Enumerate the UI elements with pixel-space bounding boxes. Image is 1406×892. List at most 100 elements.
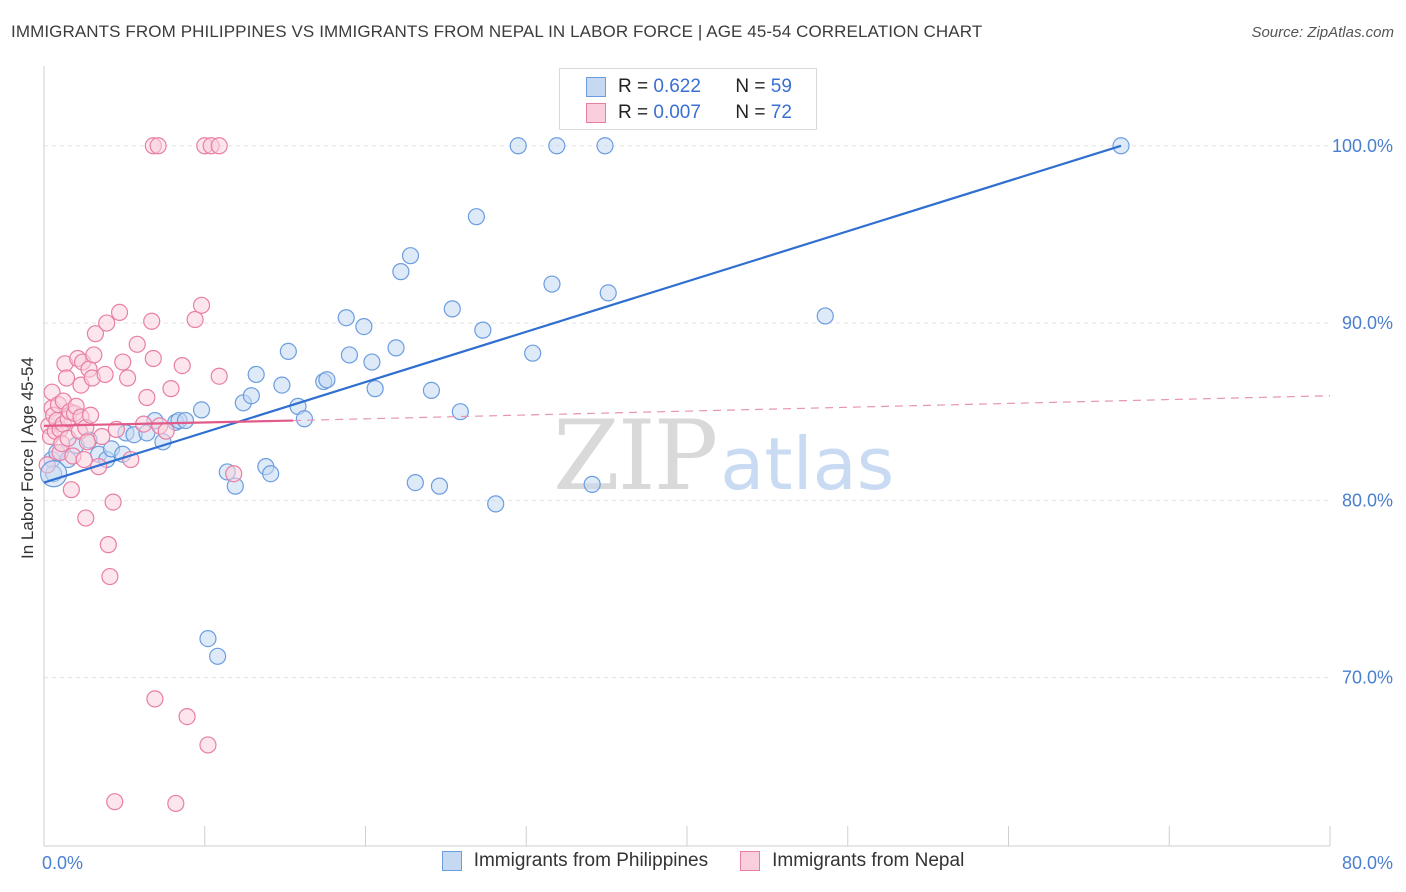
y-tick-label: 90.0% — [1342, 313, 1393, 333]
data-point-philippines — [430, 477, 449, 495]
data-point-philippines — [816, 307, 834, 325]
data-point-philippines — [279, 342, 297, 361]
data-point-nepal — [173, 356, 191, 375]
y-tick-label: 80.0% — [1342, 490, 1393, 510]
data-point-philippines — [387, 339, 405, 357]
data-point-philippines — [451, 403, 469, 421]
watermark: ZIPatlas — [553, 400, 894, 512]
data-point-nepal — [210, 137, 228, 155]
data-point-philippines — [596, 137, 614, 155]
legend-row-philippines: R = 0.622 N = 59 — [560, 73, 792, 101]
x-tick-label: 80.0% — [1342, 853, 1393, 873]
data-point-philippines — [422, 381, 441, 400]
y-tick-label: 70.0% — [1342, 668, 1393, 688]
data-point-nepal — [93, 427, 111, 446]
data-point-nepal — [62, 481, 80, 499]
legend-swatch-nepal — [586, 103, 606, 123]
data-point-philippines — [401, 247, 420, 265]
legend-n-label: N = — [735, 102, 766, 123]
data-point-philippines — [192, 401, 211, 419]
data-point-philippines — [318, 371, 336, 389]
x-tick-label: 0.0% — [42, 853, 83, 873]
trend-line-philippines — [43, 144, 1122, 484]
data-point-nepal — [146, 690, 164, 708]
data-point-philippines — [176, 411, 195, 430]
data-point-nepal — [75, 450, 93, 469]
data-point-philippines — [247, 365, 265, 384]
data-point-philippines — [474, 321, 492, 339]
data-point-philippines — [524, 344, 542, 362]
data-point-nepal — [149, 137, 167, 155]
data-point-philippines — [467, 208, 486, 226]
data-point-philippines — [363, 353, 381, 371]
data-point-philippines — [242, 387, 260, 405]
grid-layer — [44, 145, 1330, 679]
data-point-nepal — [85, 346, 103, 364]
data-point-nepal — [186, 310, 204, 329]
data-point-nepal — [162, 380, 180, 398]
data-point-philippines — [355, 317, 373, 336]
data-point-nepal — [192, 296, 211, 314]
data-point-philippines — [199, 629, 217, 648]
data-point-philippines — [583, 475, 601, 493]
bottom-legend-nepal: Immigrants from Nepal — [740, 850, 964, 872]
chart-source: Source: ZipAtlas.com — [1251, 24, 1394, 41]
data-point-nepal — [225, 465, 243, 483]
data-point-nepal — [157, 422, 175, 440]
watermark-atlas: atlas — [720, 422, 895, 506]
data-point-nepal — [167, 794, 185, 813]
data-point-nepal — [82, 406, 100, 424]
data-point-philippines — [273, 376, 291, 394]
data-point-nepal — [98, 314, 116, 332]
bottom-legend: Immigrants from Philippines Immigrants f… — [0, 850, 1406, 872]
watermark-zip: ZIP — [553, 400, 718, 512]
data-point-nepal — [210, 367, 228, 385]
points-layer — [38, 137, 1130, 813]
data-point-nepal — [101, 567, 119, 586]
bottom-legend-swatch-nepal — [740, 851, 761, 871]
legend-row-nepal: R = 0.007 N = 72 — [560, 99, 792, 127]
data-point-philippines — [443, 300, 461, 318]
bottom-legend-label: Immigrants from Nepal — [772, 850, 965, 871]
bottom-legend-label: Immigrants from Philippines — [473, 850, 709, 871]
trend-layer — [43, 144, 1331, 484]
data-point-nepal — [178, 707, 196, 726]
data-point-nepal — [96, 365, 114, 384]
data-point-nepal — [114, 353, 132, 371]
data-point-philippines — [295, 410, 314, 428]
legend-swatch-philippines — [586, 77, 606, 97]
legend-n-value: 72 — [770, 102, 792, 123]
tick-label-layer: 70.0% 80.0% 90.0% 100.0% 0.0% 80.0% — [42, 136, 1393, 873]
legend: R = 0.622 N = 59 R = 0.007 N = 72 — [559, 68, 817, 130]
legend-r-value: 0.622 — [653, 76, 701, 97]
bottom-legend-philippines: Immigrants from Philippines — [441, 850, 709, 872]
legend-r-label: R = — [618, 102, 649, 123]
data-point-nepal — [78, 433, 97, 451]
data-point-nepal — [143, 312, 161, 330]
axis-layer — [43, 66, 1331, 847]
data-point-philippines — [487, 495, 505, 513]
data-point-nepal — [57, 369, 76, 387]
data-point-nepal — [118, 369, 137, 387]
legend-r-label: R = — [618, 76, 649, 97]
data-point-nepal — [77, 509, 95, 527]
trend-line-nepal — [43, 419, 294, 427]
data-point-nepal — [104, 493, 122, 511]
data-point-philippines — [262, 465, 280, 483]
data-point-nepal — [144, 349, 162, 368]
legend-r-value: 0.007 — [653, 102, 701, 123]
data-point-nepal — [86, 325, 105, 343]
data-point-philippines — [209, 647, 227, 665]
data-point-philippines — [40, 460, 68, 488]
data-point-philippines — [599, 284, 617, 302]
legend-n-value: 59 — [770, 76, 792, 97]
trend-line-nepal-extension — [293, 395, 1331, 422]
data-point-philippines — [543, 275, 561, 293]
data-point-philippines — [406, 473, 424, 492]
data-point-philippines — [340, 346, 359, 364]
y-tick-label: 100.0% — [1332, 136, 1393, 156]
data-point-nepal — [106, 793, 124, 811]
data-point-philippines — [392, 263, 410, 281]
chart-title: IMMIGRANTS FROM PHILIPPINES VS IMMIGRANT… — [11, 22, 983, 41]
